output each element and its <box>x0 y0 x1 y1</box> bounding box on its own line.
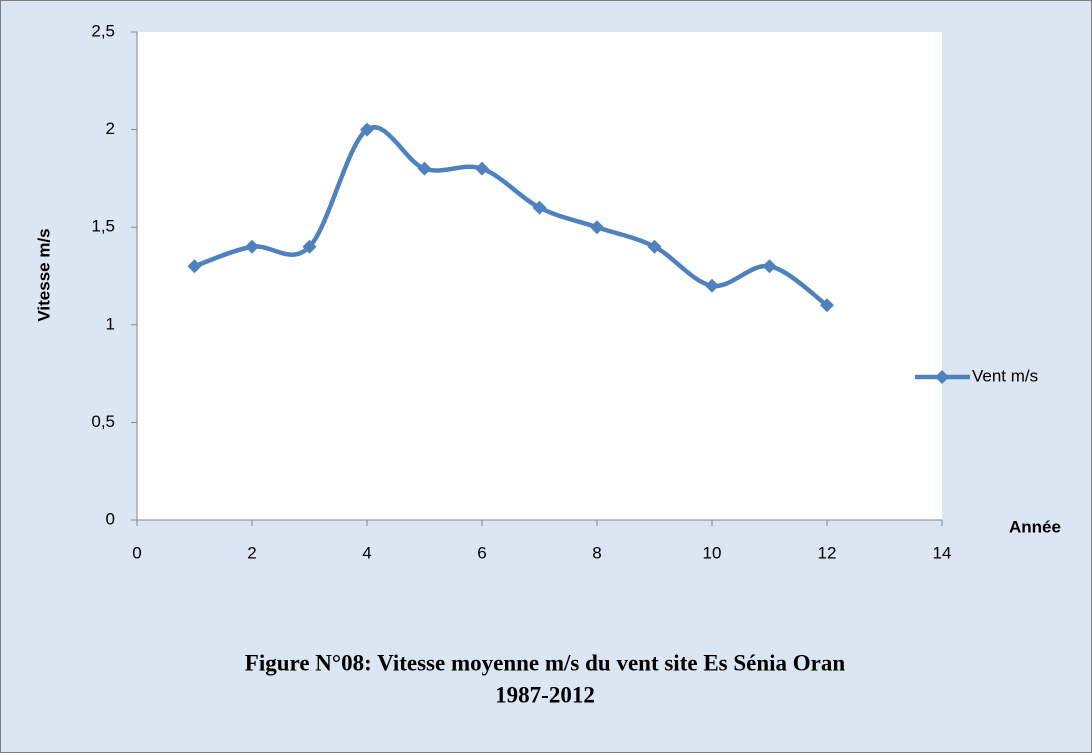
y-tick-label: 1 <box>106 314 115 333</box>
data-point <box>245 239 259 254</box>
data-point <box>647 239 662 254</box>
data-point <box>417 161 432 176</box>
x-axis-label: Année <box>1009 517 1061 536</box>
x-tick-label: 14 <box>933 543 952 562</box>
x-tick-label: 12 <box>818 543 837 562</box>
y-tick-label: 2,5 <box>91 21 115 40</box>
chart-title: 1987-2012 <box>495 682 595 707</box>
data-point <box>187 259 202 274</box>
x-tick-label: 6 <box>477 543 486 562</box>
data-point <box>475 161 489 176</box>
y-tick-label: 0 <box>106 509 115 528</box>
data-point <box>705 278 719 293</box>
chart-title: Figure N°08: Vitesse moyenne m/s du vent… <box>245 650 846 675</box>
data-point <box>360 122 374 137</box>
y-axis-label: Vitesse m/s <box>34 228 53 321</box>
legend-marker <box>935 370 949 384</box>
data-point <box>590 220 604 235</box>
x-tick-label: 8 <box>592 543 601 562</box>
data-point <box>302 239 317 254</box>
x-tick-label: 0 <box>132 543 141 562</box>
data-point <box>532 200 547 215</box>
y-tick-label: 0,5 <box>91 412 115 431</box>
x-tick-label: 4 <box>362 543 371 562</box>
x-tick-label: 10 <box>703 543 722 562</box>
x-tick-label: 2 <box>247 543 256 562</box>
plot-area <box>137 32 942 520</box>
y-tick-label: 1,5 <box>91 217 115 236</box>
y-tick-label: 2 <box>106 119 115 138</box>
data-point <box>820 298 834 313</box>
legend-label: Vent m/s <box>972 366 1038 385</box>
data-point <box>762 259 777 274</box>
